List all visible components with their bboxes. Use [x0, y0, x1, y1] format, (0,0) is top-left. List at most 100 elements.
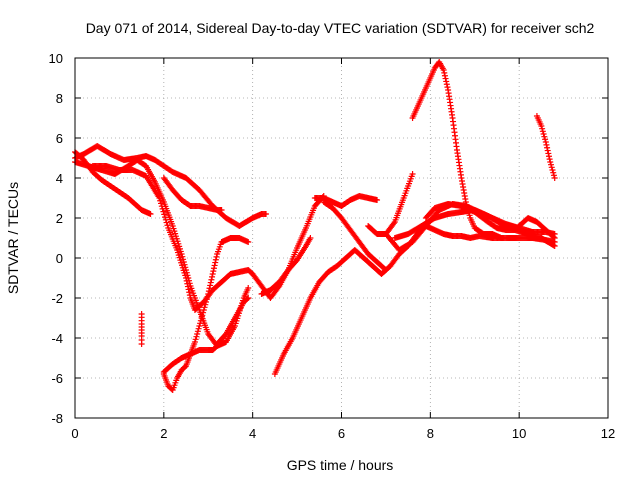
data-point-marker — [440, 67, 447, 73]
data-point-marker — [551, 235, 558, 241]
data-point-marker — [157, 197, 164, 204]
data-point-marker — [138, 341, 145, 347]
data-point-marker — [158, 200, 165, 207]
data-point-marker — [466, 212, 473, 219]
data-point-marker — [539, 125, 546, 132]
data-point-marker — [545, 150, 552, 157]
data-point-marker — [194, 331, 201, 337]
data-point-marker — [205, 288, 212, 295]
data-point-marker — [201, 304, 208, 311]
data-point-marker — [390, 220, 397, 227]
data-point-marker — [161, 211, 168, 218]
data-point-marker — [199, 312, 206, 319]
data-point-marker — [192, 336, 199, 343]
data-point-marker — [374, 197, 381, 203]
data-point-marker — [186, 289, 193, 296]
data-point-marker — [185, 286, 192, 293]
x-axis-label: GPS time / hours — [287, 457, 394, 473]
data-point-marker — [203, 299, 210, 305]
data-point-marker — [203, 296, 210, 303]
y-tick-label: -6 — [51, 371, 63, 386]
data-point-marker — [213, 253, 220, 260]
data-point-marker — [211, 262, 218, 269]
data-point-marker — [200, 307, 207, 313]
data-point-marker — [210, 268, 217, 275]
data-point-marker — [179, 253, 186, 260]
data-point-marker — [547, 161, 554, 168]
data-point-marker — [443, 78, 450, 85]
data-point-marker — [202, 301, 209, 308]
data-point-marker — [184, 283, 191, 290]
data-point-marker — [212, 259, 219, 266]
series-arc-2 — [72, 157, 252, 349]
data-point-marker — [160, 208, 167, 215]
data-point-marker — [543, 141, 550, 148]
data-point-marker — [545, 153, 552, 160]
x-tick-label: 4 — [249, 426, 256, 441]
series-arc-3 — [72, 149, 154, 217]
data-point-marker — [193, 333, 200, 340]
data-point-marker — [196, 323, 203, 329]
data-point-marker — [159, 205, 166, 212]
data-point-marker — [184, 280, 191, 287]
y-tick-label: -4 — [51, 331, 63, 346]
chart-title: Day 071 of 2014, Sidereal Day-to-day VTE… — [86, 20, 595, 36]
data-point-marker — [548, 164, 555, 171]
y-axis-label: SDTVAR / TECUs — [5, 182, 21, 294]
data-point-marker — [539, 128, 546, 135]
data-point-marker — [198, 315, 205, 321]
data-point-marker — [180, 256, 187, 263]
series-arc-11 — [311, 193, 381, 209]
data-point-marker — [164, 222, 171, 229]
data-point-marker — [550, 169, 557, 176]
data-point-marker — [382, 267, 389, 273]
series-arc-17 — [409, 59, 505, 241]
data-markers — [72, 59, 558, 393]
data-point-marker — [441, 69, 448, 76]
data-point-marker — [206, 285, 213, 292]
data-point-marker — [550, 242, 557, 249]
data-point-marker — [549, 167, 556, 173]
y-tick-label: 4 — [56, 171, 63, 186]
data-point-marker — [462, 199, 469, 205]
series-arc-5 — [160, 175, 225, 213]
data-point-marker — [307, 235, 314, 241]
series-arc-9 — [258, 235, 314, 297]
data-point-marker — [208, 276, 215, 283]
y-tick-label: 10 — [49, 51, 63, 66]
data-point-marker — [183, 275, 190, 281]
data-point-marker — [547, 159, 554, 165]
data-point-marker — [212, 256, 219, 263]
axis-ticks: 0 2 4 6 8 10 12 -8 -6 -4 -2 0 2 4 6 8 10 — [49, 51, 616, 441]
data-point-marker — [197, 317, 204, 324]
data-point-marker — [442, 75, 449, 82]
data-point-marker — [147, 211, 154, 217]
data-point-marker — [538, 123, 545, 129]
series-arc-19 — [138, 311, 145, 347]
x-tick-label: 12 — [601, 426, 615, 441]
data-point-marker — [186, 292, 193, 299]
data-point-marker — [551, 175, 558, 181]
data-point-marker — [244, 295, 251, 302]
data-point-marker — [540, 131, 547, 137]
y-tick-label: 2 — [56, 211, 63, 226]
data-point-marker — [163, 219, 170, 226]
data-point-marker — [156, 195, 163, 201]
data-point-marker — [441, 72, 448, 79]
x-tick-label: 2 — [160, 426, 167, 441]
data-point-marker — [195, 325, 202, 332]
series-arc-10 — [271, 223, 558, 377]
data-point-marker — [465, 209, 472, 216]
data-point-marker — [541, 133, 548, 140]
data-point-marker — [194, 328, 201, 335]
data-point-marker — [178, 251, 185, 257]
data-point-marker — [245, 295, 252, 301]
data-point-marker — [207, 282, 214, 289]
data-point-marker — [162, 216, 169, 223]
data-point-marker — [546, 156, 553, 163]
data-point-marker — [207, 279, 214, 286]
data-point-marker — [409, 171, 416, 177]
series-arc-8 — [214, 295, 252, 347]
data-point-marker — [209, 273, 216, 280]
data-point-marker — [205, 291, 212, 297]
